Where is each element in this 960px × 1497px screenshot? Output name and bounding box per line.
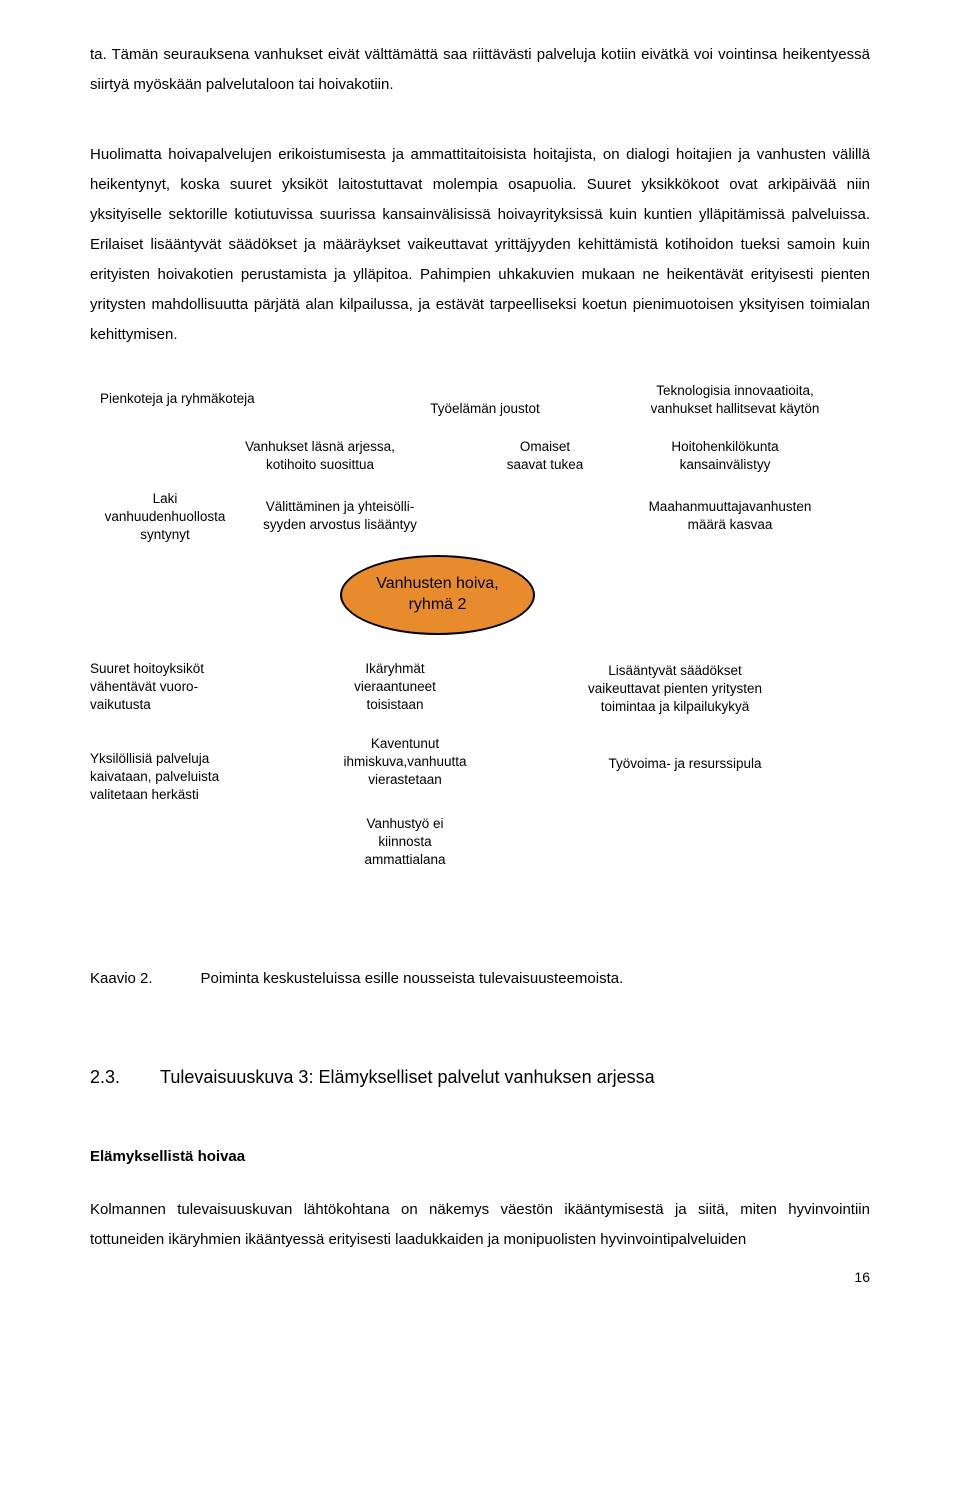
section-number: 2.3.: [90, 1067, 120, 1088]
diagram-node: Työelämän joustot: [410, 400, 560, 418]
concept-diagram: Pienkoteja ja ryhmäkoteja Työelämän jous…: [90, 390, 870, 910]
subheading: Elämyksellistä hoivaa: [90, 1148, 870, 1165]
diagram-node: Ikäryhmätvieraantuneettoisistaan: [335, 660, 455, 715]
section-title: Tulevaisuuskuva 3: Elämykselliset palvel…: [160, 1067, 655, 1088]
diagram-node: Pienkoteja ja ryhmäkoteja: [100, 390, 310, 408]
diagram-node: Hoitohenkilökuntakansainvälistyy: [645, 438, 805, 474]
diagram-node: Omaisetsaavat tukea: [495, 438, 595, 474]
diagram-node: Suuret hoitoyksikötvähentävät vuoro-vaik…: [90, 660, 250, 715]
diagram-node: Lakivanhuudenhuollostasyntynyt: [90, 490, 240, 545]
diagram-node: Yksilöllisiä palvelujakaivataan, palvelu…: [90, 750, 260, 805]
diagram-caption: Kaavio 2. Poiminta keskusteluissa esille…: [90, 970, 870, 987]
diagram-node: Vanhustyö eikiinnostaammattialana: [350, 815, 460, 870]
paragraph-1: ta. Tämän seurauksena vanhukset eivät vä…: [90, 40, 870, 100]
section-heading: 2.3. Tulevaisuuskuva 3: Elämykselliset p…: [90, 1067, 870, 1088]
diagram-node: Kaventunutihmiskuva,vanhuuttavierastetaa…: [325, 735, 485, 790]
diagram-node: Lisääntyvät säädöksetvaikeuttavat piente…: [550, 662, 800, 717]
diagram-node: Teknologisia innovaatioita,vanhukset hal…: [620, 382, 850, 418]
diagram-node: Maahanmuuttajavanhustenmäärä kasvaa: [620, 498, 840, 534]
caption-label: Kaavio 2.: [90, 970, 153, 987]
diagram-node: Välittäminen ja yhteisölli-syyden arvost…: [230, 498, 450, 534]
paragraph-2: Huolimatta hoivapalvelujen erikoistumise…: [90, 140, 870, 350]
diagram-node: Vanhukset läsnä arjessa,kotihoito suosit…: [220, 438, 420, 474]
page-number: 16: [90, 1269, 870, 1285]
diagram-center-ellipse: Vanhusten hoiva,ryhmä 2: [340, 555, 535, 635]
paragraph-3: Kolmannen tulevaisuuskuvan lähtökohtana …: [90, 1195, 870, 1255]
diagram-node: Työvoima- ja resurssipula: [580, 755, 790, 773]
caption-text: Poiminta keskusteluissa esille nousseist…: [201, 970, 624, 987]
